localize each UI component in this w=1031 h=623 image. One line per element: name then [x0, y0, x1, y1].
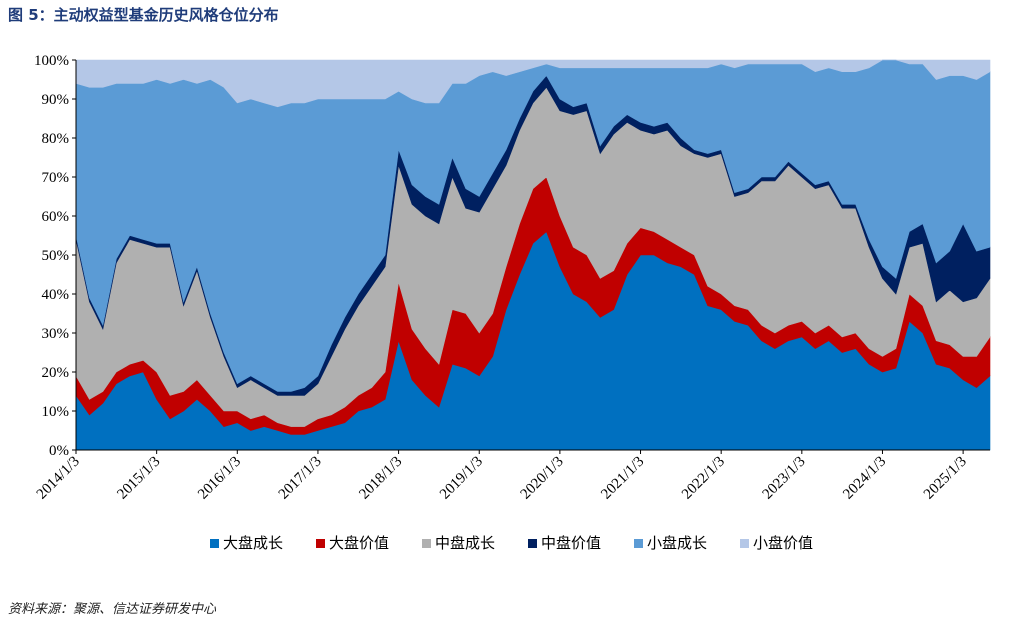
y-tick-label: 0%	[49, 443, 69, 459]
y-tick-label: 30%	[42, 326, 70, 342]
x-tick-label: 2024/1/3	[840, 454, 889, 503]
legend-swatch-1	[316, 539, 325, 548]
x-axis: 2014/1/3 2015/1/3 2016/1/3 2017/1/3 2018/1/3…	[34, 449, 990, 503]
legend-label-2: 中盘成长	[435, 534, 495, 552]
x-tick-label: 2022/1/3	[679, 454, 728, 503]
y-tick-label: 80%	[42, 131, 70, 147]
x-tick-label: 2025/1/3	[921, 454, 970, 503]
y-tick-label: 90%	[42, 92, 70, 108]
legend-swatch-5	[740, 539, 749, 548]
y-tick-label: 10%	[42, 404, 70, 420]
x-tick-label: 2017/1/3	[276, 454, 325, 503]
source-note: 资料来源：聚源、信达证券研发中心	[8, 602, 217, 617]
figure-title: 图 5：主动权益型基金历史风格仓位分布	[8, 6, 279, 24]
legend-label-3: 中盘价值	[541, 534, 601, 552]
legend-label-5: 小盘价值	[753, 534, 813, 552]
y-tick-label: 50%	[42, 248, 70, 264]
y-tick-label: 100%	[34, 53, 69, 69]
y-tick-label: 20%	[42, 365, 70, 381]
x-tick-label: 2016/1/3	[195, 454, 244, 503]
x-tick-label: 2023/1/3	[760, 454, 809, 503]
x-tick-label: 2019/1/3	[437, 454, 486, 503]
legend-swatch-3	[528, 539, 537, 548]
x-tick-label: 2020/1/3	[518, 454, 567, 503]
legend-swatch-4	[634, 539, 643, 548]
legend-swatch-0	[210, 539, 219, 548]
x-tick-label: 2021/1/3	[598, 454, 647, 503]
legend-label-4: 小盘成长	[647, 534, 707, 552]
y-axis: 0% 10% 20% 30% 40% 50% 60% 70% 80% 90% 100%	[34, 53, 77, 459]
x-tick-label: 2018/1/3	[356, 454, 405, 503]
y-tick-label: 60%	[42, 209, 70, 225]
y-tick-label: 40%	[42, 287, 70, 303]
legend-label-1: 大盘价值	[329, 534, 389, 552]
area-series-5	[75, 59, 991, 108]
y-tick-label: 70%	[42, 170, 70, 186]
stacked-area-chart: 0% 10% 20% 30% 40% 50% 60% 70% 80% 90% 100% 2014/1…	[34, 53, 991, 552]
x-tick-label: 2015/1/3	[114, 454, 163, 503]
legend-label-0: 大盘成长	[223, 534, 283, 552]
legend-swatch-2	[422, 539, 431, 548]
legend: 大盘成长 大盘价值 中盘成长 中盘价值 小盘成长 小盘价值	[210, 534, 813, 552]
x-tick-label: 2014/1/3	[34, 454, 83, 503]
area-series-group	[75, 59, 991, 451]
